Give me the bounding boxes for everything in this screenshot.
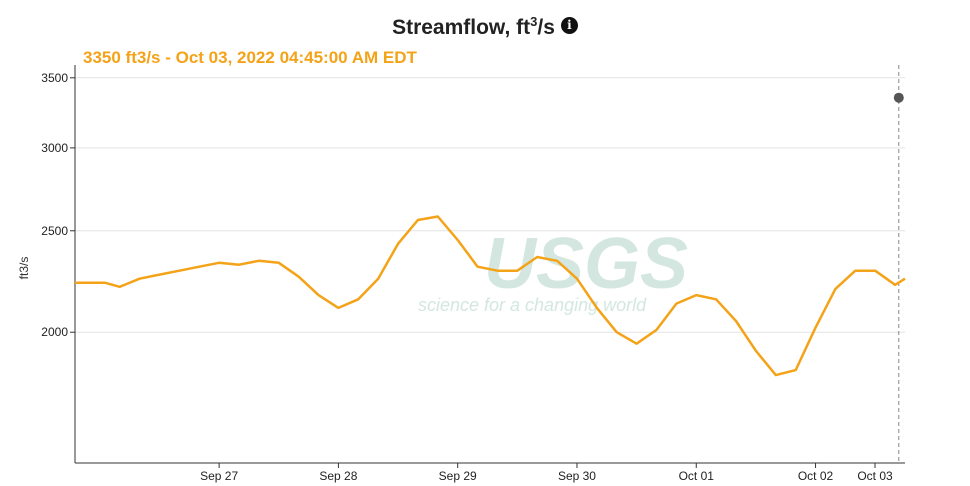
x-tick-label: Oct 03 <box>857 469 893 483</box>
x-tick-label: Oct 02 <box>798 469 834 483</box>
x-tick-label: Sep 30 <box>558 469 596 483</box>
streamflow-series-line <box>75 215 906 377</box>
hover-point-marker <box>893 92 904 103</box>
x-tick-label: Sep 28 <box>319 469 357 483</box>
hover-readout: 3350 ft3/s - Oct 03, 2022 04:45:00 AM ED… <box>83 48 417 67</box>
watermark-tagline: science for a changing world <box>418 295 647 315</box>
x-tick-label: Sep 27 <box>200 469 238 483</box>
chart-title-row: Streamflow, ft3/s i <box>0 14 970 40</box>
y-tick-label: 2000 <box>41 325 68 339</box>
x-tick-label: Oct 01 <box>679 469 715 483</box>
info-icon[interactable]: i <box>560 17 578 34</box>
y-tick-label: 2500 <box>41 224 68 238</box>
usgs-watermark: USGS science for a changing world <box>418 224 688 315</box>
y-axis-label: ft3/s <box>17 257 31 280</box>
chart-title: Streamflow, ft3/s <box>392 14 555 39</box>
x-tick-label: Sep 29 <box>439 469 477 483</box>
y-tick-label: 3000 <box>41 141 68 155</box>
y-tick-label: 3500 <box>41 71 68 85</box>
